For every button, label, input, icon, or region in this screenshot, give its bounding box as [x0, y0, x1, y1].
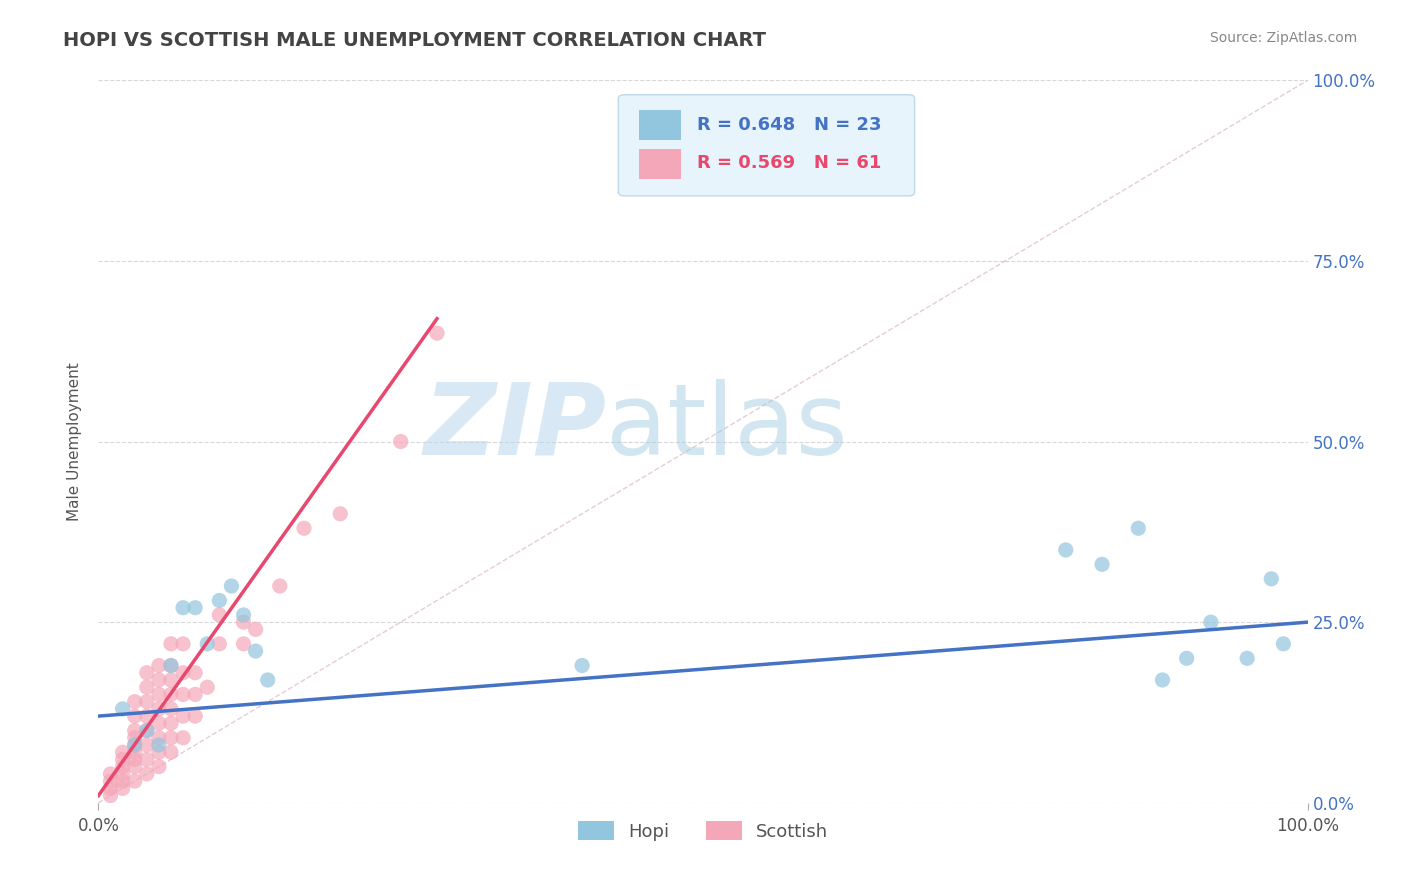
- Point: [135, 723, 157, 738]
- Point: [148, 738, 170, 752]
- Point: [124, 731, 146, 745]
- Point: [1091, 558, 1114, 572]
- Point: [148, 702, 170, 716]
- Point: [148, 716, 170, 731]
- Point: [1128, 521, 1150, 535]
- Point: [160, 731, 183, 745]
- Point: [111, 752, 134, 766]
- Point: [184, 687, 207, 701]
- Point: [111, 745, 134, 759]
- Point: [232, 615, 254, 630]
- Point: [245, 623, 267, 637]
- FancyBboxPatch shape: [619, 95, 915, 196]
- Point: [292, 521, 315, 535]
- Point: [571, 658, 593, 673]
- Point: [124, 709, 146, 723]
- Point: [135, 767, 157, 781]
- Point: [172, 731, 194, 745]
- Point: [135, 709, 157, 723]
- Point: [1152, 673, 1174, 687]
- Point: [111, 774, 134, 789]
- Point: [184, 665, 207, 680]
- Point: [426, 326, 449, 340]
- Point: [135, 680, 157, 694]
- Point: [195, 680, 218, 694]
- Point: [160, 658, 183, 673]
- Point: [160, 745, 183, 759]
- Text: R = 0.569   N = 61: R = 0.569 N = 61: [697, 154, 882, 172]
- Point: [1236, 651, 1258, 665]
- Point: [1260, 572, 1282, 586]
- Point: [208, 637, 231, 651]
- Point: [269, 579, 291, 593]
- Point: [245, 644, 267, 658]
- Point: [124, 760, 146, 774]
- Point: [148, 658, 170, 673]
- Point: [135, 695, 157, 709]
- Point: [148, 731, 170, 745]
- Point: [124, 752, 146, 766]
- Point: [1175, 651, 1198, 665]
- Point: [172, 665, 194, 680]
- Point: [148, 687, 170, 701]
- Point: [124, 774, 146, 789]
- Point: [135, 738, 157, 752]
- Point: [172, 600, 194, 615]
- Point: [160, 658, 183, 673]
- Text: atlas: atlas: [606, 378, 848, 475]
- Point: [148, 745, 170, 759]
- Point: [111, 760, 134, 774]
- Point: [232, 607, 254, 622]
- Point: [148, 760, 170, 774]
- Point: [208, 607, 231, 622]
- Point: [100, 767, 122, 781]
- Point: [100, 774, 122, 789]
- Point: [184, 600, 207, 615]
- Point: [221, 579, 243, 593]
- Point: [135, 665, 157, 680]
- Y-axis label: Male Unemployment: Male Unemployment: [67, 362, 83, 521]
- Point: [195, 637, 218, 651]
- Point: [232, 637, 254, 651]
- Point: [1054, 542, 1077, 557]
- Point: [160, 687, 183, 701]
- Text: Source: ZipAtlas.com: Source: ZipAtlas.com: [1209, 31, 1357, 45]
- Point: [124, 695, 146, 709]
- Point: [1272, 637, 1295, 651]
- Point: [100, 781, 122, 796]
- Point: [172, 637, 194, 651]
- Point: [1199, 615, 1222, 630]
- Point: [124, 723, 146, 738]
- Point: [160, 702, 183, 716]
- Point: [184, 709, 207, 723]
- Point: [124, 738, 146, 752]
- Point: [111, 781, 134, 796]
- Point: [148, 673, 170, 687]
- Point: [160, 716, 183, 731]
- Point: [208, 593, 231, 607]
- Point: [111, 767, 134, 781]
- Point: [135, 723, 157, 738]
- Text: HOPI VS SCOTTISH MALE UNEMPLOYMENT CORRELATION CHART: HOPI VS SCOTTISH MALE UNEMPLOYMENT CORRE…: [63, 31, 766, 50]
- Point: [160, 637, 183, 651]
- Point: [111, 702, 134, 716]
- Point: [100, 789, 122, 803]
- Legend: Hopi, Scottish: Hopi, Scottish: [571, 814, 835, 848]
- Point: [135, 752, 157, 766]
- Point: [124, 745, 146, 759]
- FancyBboxPatch shape: [638, 149, 682, 179]
- Point: [160, 673, 183, 687]
- Point: [389, 434, 412, 449]
- FancyBboxPatch shape: [638, 110, 682, 140]
- Text: ZIP: ZIP: [423, 378, 606, 475]
- Point: [172, 687, 194, 701]
- Point: [256, 673, 278, 687]
- Point: [172, 709, 194, 723]
- Point: [124, 738, 146, 752]
- Text: R = 0.648   N = 23: R = 0.648 N = 23: [697, 116, 882, 134]
- Point: [329, 507, 352, 521]
